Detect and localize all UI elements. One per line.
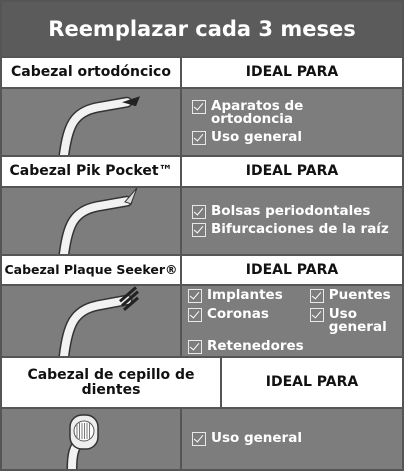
use-item: Retenedores — [188, 337, 304, 354]
use-text: Retenedores — [207, 337, 304, 354]
row-body: Uso general — [2, 407, 402, 469]
row-header: Cabezal de cepillo de dientes IDEAL PARA — [2, 358, 402, 407]
use-item: Bifurcaciones de la raíz — [192, 221, 402, 237]
use-text: Uso general — [211, 128, 302, 145]
use-text: Coronas — [207, 305, 269, 322]
use-text: Uso general — [211, 430, 302, 446]
use-list: Bolsas periodontales Bifurcaciones de la … — [182, 188, 402, 254]
column-label: IDEAL PARA — [182, 58, 402, 87]
use-item: Aparatos de ortodoncia — [192, 97, 402, 127]
head-name: Cabezal de cepillo de dientes — [2, 358, 220, 407]
checkbox-icon — [192, 130, 206, 145]
checkbox-icon — [192, 223, 206, 237]
column-label: IDEAL PARA — [222, 358, 402, 407]
tip-cell — [2, 409, 180, 469]
use-item: Uso general — [309, 305, 402, 335]
use-item: Bolsas periodontales — [192, 203, 402, 219]
tip-cell — [2, 89, 180, 161]
use-text: Bolsas periodontales — [211, 203, 371, 219]
tip-illustration — [66, 414, 99, 469]
use-list: Implantes Puentes Coronas Uso general Retene… — [182, 286, 402, 356]
use-text: Puentes — [328, 286, 391, 303]
head-name: Cabezal Pik Pocket™ — [2, 157, 180, 186]
checkbox-icon — [309, 288, 324, 303]
checkbox-icon — [188, 288, 202, 303]
row-header: Cabezal Pik Pocket™ IDEAL PARA — [2, 157, 402, 186]
use-text: Uso general — [328, 305, 387, 335]
tip-illustration — [58, 187, 138, 260]
use-list: Aparatos de ortodoncia Uso general — [182, 89, 402, 155]
row-body: Aparatos de ortodoncia Uso general — [2, 87, 402, 161]
use-item: Uso general — [192, 430, 402, 446]
head-name: Cabezal Plaque Seeker® — [2, 256, 180, 284]
checkbox-icon — [188, 307, 202, 322]
row-body: Implantes Puentes Coronas Uso general Retene… — [2, 284, 402, 362]
tip-illustration — [58, 96, 140, 161]
use-item: Uso general — [192, 128, 402, 145]
tip-cell — [2, 187, 180, 260]
use-text: Aparatos de ortodoncia — [211, 97, 304, 127]
use-item: Implantes — [188, 286, 304, 303]
column-label: IDEAL PARA — [182, 157, 402, 186]
use-item: Coronas — [188, 305, 304, 335]
use-text: Bifurcaciones de la raíz — [211, 221, 389, 237]
row-body: Bolsas periodontales Bifurcaciones de la … — [2, 186, 402, 260]
tip-illustration — [58, 286, 139, 362]
card-title: Reemplazar cada 3 meses — [2, 2, 402, 58]
tip-cell — [2, 286, 180, 362]
row-header: Cabezal ortodóncico IDEAL PARA — [2, 58, 402, 87]
column-label: IDEAL PARA — [182, 256, 402, 284]
checkbox-icon — [309, 307, 324, 322]
checkbox-icon — [192, 432, 206, 446]
use-item: Puentes — [309, 286, 402, 303]
checkbox-icon — [192, 99, 206, 114]
checkbox-icon — [188, 339, 202, 354]
head-name: Cabezal ortodóncico — [2, 58, 180, 87]
use-list: Uso general — [182, 409, 402, 469]
row-header: Cabezal Plaque Seeker® IDEAL PARA — [2, 256, 402, 284]
use-text: Implantes — [207, 286, 283, 303]
checkbox-icon — [192, 205, 206, 219]
